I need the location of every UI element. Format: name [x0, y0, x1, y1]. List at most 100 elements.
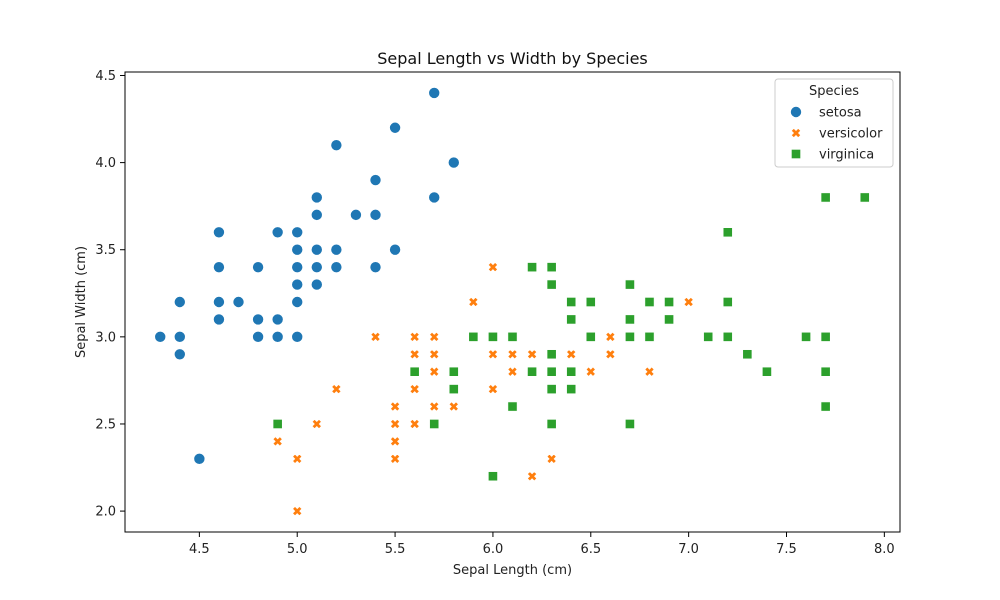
legend-label-versicolor: versicolor — [819, 127, 883, 142]
data-point-virginica — [566, 297, 577, 307]
series-virginica — [272, 192, 870, 482]
data-point-versicolor — [429, 349, 440, 360]
y-axis-label: Sepal Width (cm) — [74, 246, 89, 358]
data-point-setosa — [173, 330, 186, 343]
data-point-versicolor — [390, 401, 401, 412]
data-point-setosa — [349, 208, 362, 221]
data-point-versicolor — [507, 349, 518, 360]
data-point-virginica — [546, 366, 557, 377]
legend-box — [774, 78, 894, 168]
x-tick-label: 4.5 — [189, 542, 210, 557]
data-point-setosa — [291, 226, 304, 239]
data-point-versicolor — [566, 349, 577, 360]
data-point-versicolor — [390, 418, 401, 429]
data-point-setosa — [212, 261, 225, 274]
data-point-versicolor — [644, 366, 655, 377]
data-point-setosa — [310, 208, 323, 221]
data-point-setosa — [291, 295, 304, 308]
y-tick-label: 3.5 — [95, 243, 116, 258]
y-tick-label: 2.5 — [95, 417, 116, 432]
data-point-versicolor — [409, 418, 420, 429]
x-tick-label: 6.0 — [483, 542, 504, 557]
data-point-setosa — [310, 261, 323, 274]
data-point-versicolor — [409, 384, 420, 395]
data-point-virginica — [429, 419, 440, 429]
data-point-virginica — [272, 419, 283, 429]
y-axis: 2.0 2.5 3.0 3.5 4.0 4.5 — [95, 69, 125, 520]
data-point-setosa — [291, 243, 304, 256]
data-point-virginica — [409, 366, 420, 377]
data-point-versicolor — [311, 418, 322, 429]
data-point-versicolor — [429, 366, 440, 377]
data-point-virginica — [468, 331, 479, 342]
data-point-versicolor — [527, 349, 538, 360]
chart-title: Sepal Length vs Width by Species — [377, 49, 648, 68]
legend-entry-versicolor: versicolor — [790, 127, 883, 142]
data-point-virginica — [546, 262, 557, 273]
data-point-virginica — [859, 192, 870, 203]
data-point-setosa — [330, 243, 343, 256]
x-tick-label: 7.0 — [678, 542, 699, 557]
data-point-setosa — [428, 86, 441, 99]
data-point-virginica — [488, 331, 498, 342]
data-point-virginica — [448, 384, 459, 395]
data-point-virginica — [566, 384, 577, 395]
data-point-setosa — [212, 313, 225, 326]
data-point-virginica — [644, 297, 655, 307]
data-point-setosa — [252, 261, 265, 274]
data-point-versicolor — [390, 436, 401, 447]
data-point-versicolor — [487, 262, 498, 273]
data-point-virginica — [722, 331, 733, 342]
data-point-virginica — [448, 366, 459, 377]
data-point-versicolor — [370, 331, 381, 342]
legend-title: Species — [809, 84, 859, 99]
data-point-virginica — [625, 314, 635, 325]
y-tick-label: 2.0 — [95, 505, 116, 520]
data-point-setosa — [271, 313, 284, 326]
data-point-setosa — [173, 348, 186, 361]
x-axis-label: Sepal Length (cm) — [453, 563, 572, 578]
data-point-setosa — [271, 226, 284, 239]
data-point-virginica — [546, 384, 557, 395]
data-point-versicolor — [546, 453, 557, 464]
data-point-virginica — [820, 192, 831, 203]
x-axis: 4.5 5.0 5.5 6.0 6.5 7.0 7.5 8.0 — [189, 532, 895, 557]
data-point-versicolor — [585, 366, 596, 377]
plot-frame — [124, 71, 901, 533]
data-point-setosa — [310, 278, 323, 291]
series-setosa — [154, 86, 460, 465]
data-point-setosa — [291, 261, 304, 274]
data-point-setosa — [369, 208, 382, 221]
data-point-virginica — [644, 331, 655, 342]
legend-marker-versicolor — [790, 127, 802, 139]
data-point-versicolor — [429, 331, 440, 342]
y-tick-label: 3.0 — [95, 330, 116, 345]
data-point-versicolor — [390, 453, 401, 464]
data-point-versicolor — [507, 366, 518, 377]
data-point-versicolor — [331, 384, 342, 395]
data-point-setosa — [330, 261, 343, 274]
data-point-versicolor — [429, 401, 440, 412]
data-point-setosa — [291, 330, 304, 343]
x-tick-label: 6.5 — [580, 542, 601, 557]
y-tick-label: 4.0 — [95, 156, 116, 171]
data-point-setosa — [447, 156, 460, 169]
data-point-setosa — [389, 121, 402, 134]
data-point-virginica — [507, 331, 518, 342]
data-point-virginica — [625, 331, 635, 342]
data-point-virginica — [546, 349, 557, 360]
data-point-setosa — [212, 295, 225, 308]
data-point-virginica — [722, 297, 733, 307]
y-tick-label: 4.5 — [95, 69, 116, 84]
x-tick-label: 5.5 — [385, 542, 406, 557]
data-point-versicolor — [605, 349, 616, 360]
data-point-versicolor — [292, 506, 303, 517]
data-point-setosa — [330, 139, 343, 152]
legend-label-virginica: virginica — [819, 148, 874, 163]
data-point-virginica — [722, 227, 733, 238]
legend-label-setosa: setosa — [819, 106, 862, 121]
legend: Species setosa versicolor virginica — [774, 78, 894, 168]
x-tick-label: 7.5 — [776, 542, 797, 557]
data-point-virginica — [703, 331, 714, 342]
